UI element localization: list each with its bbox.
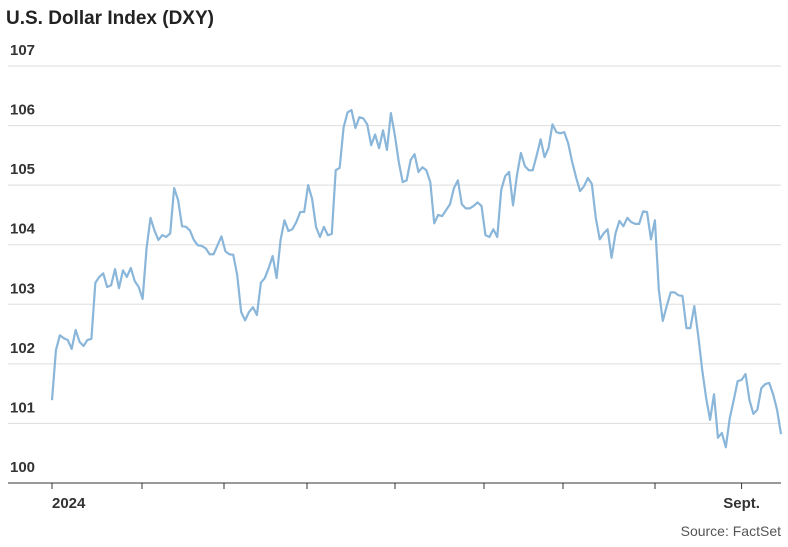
y-tick-label: 103 — [10, 280, 35, 297]
x-tick-label: 2024 — [52, 495, 86, 512]
y-tick-label: 100 — [10, 459, 35, 476]
month-ticks — [141, 483, 656, 489]
y-tick-label: 104 — [10, 221, 36, 238]
data-line — [50, 108, 783, 449]
chart-title: U.S. Dollar Index (DXY) — [6, 8, 214, 29]
x-tick-label: Sept. — [723, 495, 760, 512]
y-tick-label: 102 — [10, 340, 35, 357]
y-tick-label: 107 — [10, 42, 35, 59]
source: Source: FactSet — [681, 523, 781, 539]
y-tick-label: 106 — [10, 102, 35, 119]
y-tick-label: 105 — [10, 161, 35, 178]
y-tick-label: 101 — [10, 399, 35, 416]
